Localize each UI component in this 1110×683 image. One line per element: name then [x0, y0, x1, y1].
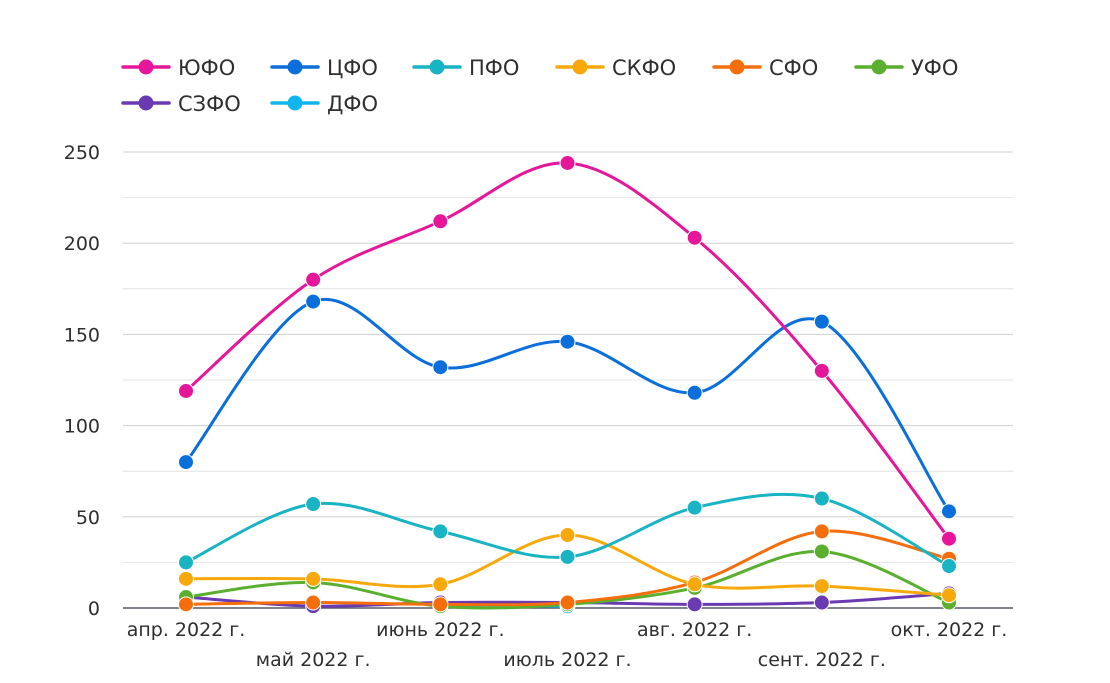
series-1: [178, 154, 957, 547]
y-tick-label: 100: [64, 416, 100, 438]
data-point[interactable]: [813, 313, 830, 330]
data-point[interactable]: [432, 576, 449, 593]
data-point[interactable]: [813, 543, 830, 560]
legend-marker: [871, 59, 887, 75]
x-tick-label: май 2022 г.: [256, 649, 371, 671]
data-point[interactable]: [559, 527, 576, 544]
data-point[interactable]: [178, 554, 194, 571]
data-point[interactable]: [305, 271, 322, 288]
data-point[interactable]: [559, 594, 576, 611]
data-point[interactable]: [813, 594, 830, 611]
data-point[interactable]: [559, 333, 576, 350]
legend-item[interactable]: ДФО: [270, 92, 378, 116]
data-point[interactable]: [813, 362, 830, 379]
legend: ЮФО ЦФО ПФО СКФО СФО УФО СЗФО ДФО: [121, 56, 958, 116]
data-point[interactable]: [305, 570, 322, 587]
legend-marker: [138, 59, 154, 75]
legend-item[interactable]: ЮФО: [121, 56, 235, 80]
series-5: [178, 523, 957, 613]
data-point[interactable]: [178, 570, 194, 587]
x-tick-label: сент. 2022 г.: [758, 649, 886, 671]
legend-label: СКФО: [612, 56, 676, 80]
y-tick-label: 200: [64, 233, 100, 255]
legend-item[interactable]: СКФО: [555, 56, 676, 80]
data-point[interactable]: [686, 499, 703, 516]
y-tick-label: 50: [76, 507, 100, 529]
legend-item[interactable]: СЗФО: [121, 92, 241, 116]
series-line: [185, 161, 951, 540]
legend-marker: [138, 95, 154, 111]
legend-label: ДФО: [327, 92, 378, 116]
x-tick-label: авг. 2022 г.: [637, 619, 752, 641]
legend-label: СФО: [769, 56, 818, 80]
x-tick-label: окт. 2022 г.: [891, 619, 1008, 641]
series-line: [185, 533, 950, 597]
legend-item[interactable]: ЦФО: [270, 56, 378, 80]
data-point[interactable]: [941, 530, 957, 547]
data-point[interactable]: [686, 384, 703, 401]
data-point[interactable]: [813, 523, 830, 540]
data-point[interactable]: [178, 382, 194, 399]
data-point[interactable]: [178, 596, 194, 613]
legend-label: ЮФО: [178, 56, 235, 80]
legend-label: ПФО: [469, 56, 519, 80]
data-point[interactable]: [432, 596, 449, 613]
x-tick-label: июль 2022 г.: [503, 649, 631, 671]
data-point[interactable]: [559, 548, 576, 565]
data-point[interactable]: [813, 490, 830, 507]
data-point[interactable]: [941, 558, 957, 575]
data-point[interactable]: [559, 154, 576, 171]
legend-marker: [572, 59, 588, 75]
x-tick-label: апр. 2022 г.: [127, 619, 246, 641]
legend-item[interactable]: ПФО: [412, 56, 519, 80]
series-4: [178, 527, 957, 604]
legend-marker: [729, 59, 745, 75]
data-point[interactable]: [813, 578, 830, 595]
x-tick-label: июнь 2022 г.: [376, 619, 504, 641]
data-point[interactable]: [941, 587, 957, 604]
series-lines: [178, 154, 957, 615]
data-point[interactable]: [178, 454, 194, 471]
legend-label: УФО: [911, 56, 958, 80]
y-tick-label: 150: [64, 324, 100, 346]
series-2: [178, 293, 957, 520]
y-tick-label: 0: [88, 598, 100, 620]
data-point[interactable]: [686, 596, 703, 613]
legend-item[interactable]: УФО: [854, 56, 958, 80]
data-point[interactable]: [686, 576, 703, 593]
legend-marker: [287, 59, 303, 75]
data-point[interactable]: [432, 213, 449, 230]
y-tick-label: 250: [64, 142, 100, 164]
legend-marker: [287, 95, 303, 111]
data-point[interactable]: [305, 594, 322, 611]
data-point[interactable]: [686, 229, 703, 246]
data-point[interactable]: [305, 496, 322, 513]
legend-label: СЗФО: [178, 92, 241, 116]
series-line: [184, 298, 951, 513]
series-3: [178, 490, 957, 575]
data-point[interactable]: [432, 359, 449, 376]
legend-marker: [429, 59, 445, 75]
data-point[interactable]: [432, 523, 449, 540]
legend-item[interactable]: СФО: [712, 56, 818, 80]
legend-label: ЦФО: [327, 56, 378, 80]
data-point[interactable]: [941, 503, 957, 520]
data-point[interactable]: [305, 293, 322, 310]
